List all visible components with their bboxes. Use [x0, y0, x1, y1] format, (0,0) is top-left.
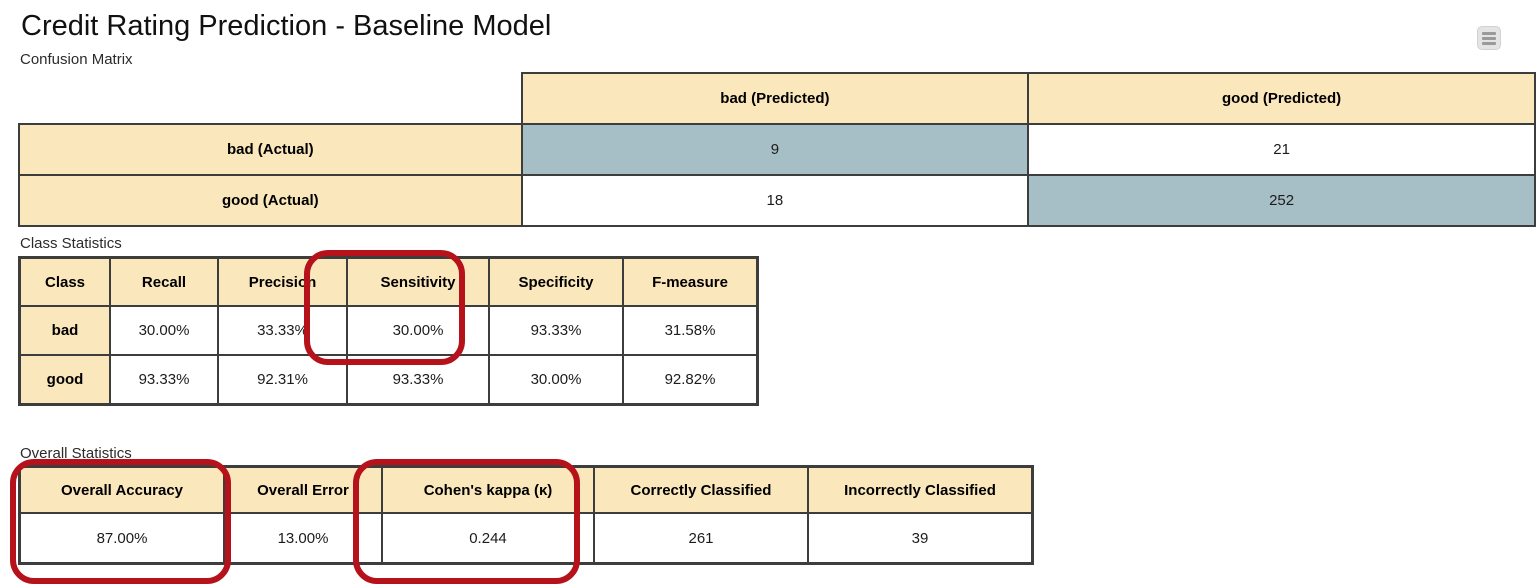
cm-header-row: bad (Predicted) good (Predicted) — [19, 72, 1536, 125]
cm-col-header-bad-predicted: bad (Predicted) — [520, 72, 1030, 125]
good-precision: 92.31% — [217, 354, 348, 406]
bad-recall: 30.00% — [109, 305, 219, 356]
overall-stats-header-row: Overall Accuracy Overall Error Cohen's k… — [18, 465, 1034, 514]
bad-specificity: 93.33% — [488, 305, 624, 356]
bad-f-measure: 31.58% — [622, 305, 759, 356]
class-stats-header-row: Class Recall Precision Sensitivity Speci… — [18, 256, 759, 307]
col-header-overall-error: Overall Error — [223, 465, 383, 514]
row-header-bad: bad — [18, 305, 111, 356]
cm-cell-bad-good: 21 — [1027, 123, 1536, 176]
confusion-matrix-table: bad (Predicted) good (Predicted) bad (Ac… — [18, 72, 1536, 227]
menu-button[interactable] — [1477, 26, 1501, 50]
col-header-incorrectly-classified: Incorrectly Classified — [807, 465, 1034, 514]
col-header-f-measure: F-measure — [622, 256, 759, 307]
bad-sensitivity: 30.00% — [346, 305, 490, 356]
cm-blank-corner-cell — [19, 73, 522, 124]
class-stats-row-bad: bad 30.00% 33.33% 30.00% 93.33% 31.58% — [18, 305, 759, 356]
class-stats-row-good: good 93.33% 92.31% 93.33% 30.00% 92.82% — [18, 354, 759, 406]
good-recall: 93.33% — [109, 354, 219, 406]
page-title: Credit Rating Prediction - Baseline Mode… — [21, 10, 552, 42]
col-header-cohens-kappa: Cohen's kappa (κ) — [381, 465, 595, 514]
good-sensitivity: 93.33% — [346, 354, 490, 406]
col-header-recall: Recall — [109, 256, 219, 307]
col-header-class: Class — [18, 256, 111, 307]
overall-accuracy-value: 87.00% — [18, 512, 225, 565]
col-header-specificity: Specificity — [488, 256, 624, 307]
cm-row-header-good-actual: good (Actual) — [18, 174, 523, 227]
bad-precision: 33.33% — [217, 305, 348, 356]
cohens-kappa-value: 0.244 — [381, 512, 595, 565]
overall-stats-value-row: 87.00% 13.00% 0.244 261 39 — [18, 512, 1034, 565]
row-header-good: good — [18, 354, 111, 406]
col-header-overall-accuracy: Overall Accuracy — [18, 465, 225, 514]
section-label-confusion-matrix: Confusion Matrix — [20, 51, 133, 68]
incorrectly-classified-value: 39 — [807, 512, 1034, 565]
section-label-class-statistics: Class Statistics — [20, 235, 122, 252]
col-header-precision: Precision — [217, 256, 348, 307]
overall-statistics-table: Overall Accuracy Overall Error Cohen's k… — [18, 465, 1034, 565]
cm-row-bad-actual: bad (Actual) 9 21 — [18, 123, 1536, 176]
overall-error-value: 13.00% — [223, 512, 383, 565]
class-statistics-table: Class Recall Precision Sensitivity Speci… — [18, 256, 759, 406]
good-f-measure: 92.82% — [622, 354, 759, 406]
cm-cell-bad-bad: 9 — [520, 123, 1030, 176]
col-header-sensitivity: Sensitivity — [346, 256, 490, 307]
cm-cell-good-good: 252 — [1027, 174, 1536, 227]
cm-col-header-good-predicted: good (Predicted) — [1027, 72, 1536, 125]
cm-row-header-bad-actual: bad (Actual) — [18, 123, 523, 176]
section-label-overall-statistics: Overall Statistics — [20, 445, 132, 462]
col-header-correctly-classified: Correctly Classified — [593, 465, 809, 514]
correctly-classified-value: 261 — [593, 512, 809, 565]
cm-row-good-actual: good (Actual) 18 252 — [18, 174, 1536, 227]
cm-cell-good-bad: 18 — [520, 174, 1030, 227]
good-specificity: 30.00% — [488, 354, 624, 406]
